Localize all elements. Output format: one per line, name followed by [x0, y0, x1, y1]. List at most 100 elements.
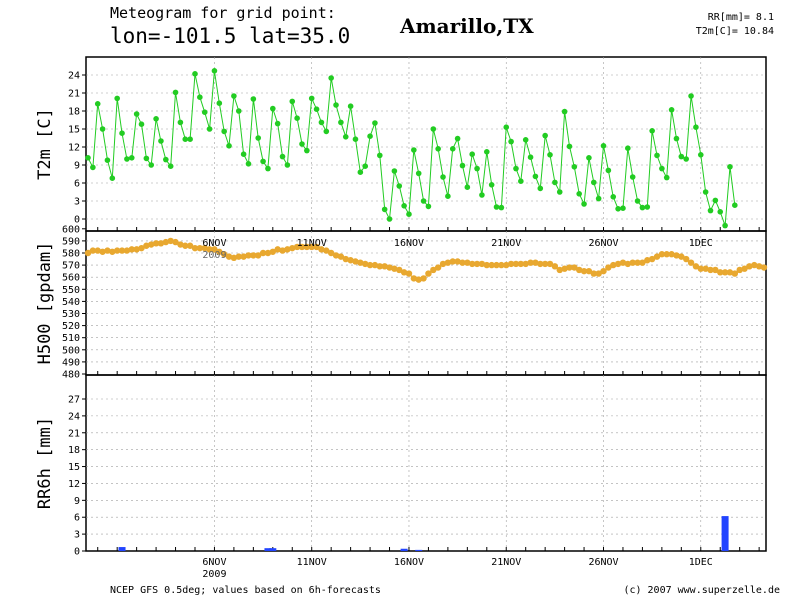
- y-tick-label: 510: [62, 333, 80, 344]
- h500-point: [702, 265, 709, 272]
- t2m-point: [722, 222, 728, 229]
- t2m-point: [158, 138, 164, 144]
- h500-point: [614, 260, 622, 268]
- t2m-point: [727, 164, 733, 170]
- t2m-point: [707, 207, 714, 214]
- h500-point: [600, 267, 607, 275]
- t2m-point: [610, 194, 617, 200]
- t2m-point: [537, 185, 544, 192]
- t2m-point: [697, 152, 704, 158]
- h500-point: [682, 255, 690, 263]
- t2m-point: [255, 135, 262, 141]
- h500-point: [293, 243, 301, 251]
- t2m-point: [352, 136, 359, 142]
- y-tick-label: 0: [74, 215, 80, 226]
- t2m-point: [289, 98, 296, 105]
- y-tick-label: 21: [68, 89, 80, 100]
- h500-point: [405, 270, 413, 277]
- t2m-point: [445, 193, 451, 199]
- h500-point: [624, 260, 632, 268]
- h500-point: [595, 270, 602, 277]
- t2m-point: [333, 102, 339, 108]
- t2m-point: [313, 106, 320, 112]
- h500-point: [289, 244, 296, 252]
- stat-t2m: T2m[C]= 10.84: [695, 26, 774, 37]
- t2m-point: [304, 147, 310, 154]
- h500-point: [386, 264, 393, 271]
- h500-point: [751, 261, 758, 269]
- y-tick-label: 9: [74, 496, 80, 507]
- t2m-point: [216, 100, 223, 106]
- h500-point: [148, 241, 155, 248]
- h500-point: [760, 264, 768, 271]
- y-axis-label: T2m [C]: [35, 108, 55, 180]
- h500-point: [318, 246, 325, 253]
- t2m-point: [527, 154, 534, 160]
- h500-point: [503, 261, 510, 269]
- title-line2: lon=-101.5 lat=35.0: [110, 24, 351, 48]
- h500-point: [566, 264, 573, 271]
- t2m-point: [425, 203, 432, 210]
- stat-rr: RR[mm]= 8.1: [707, 12, 774, 23]
- t2m-point: [483, 149, 490, 155]
- t2m-point: [683, 156, 689, 162]
- t2m-point: [338, 119, 344, 126]
- y-tick-label: 15: [68, 462, 80, 473]
- t2m-point: [221, 128, 227, 135]
- h500-point: [430, 266, 437, 274]
- h500-point: [556, 266, 563, 274]
- h500-point: [439, 260, 447, 268]
- h500-point: [610, 261, 617, 269]
- h500-point: [527, 259, 534, 266]
- h500-point: [400, 269, 408, 276]
- y-tick-label: 21: [68, 428, 80, 439]
- t2m-point: [167, 163, 174, 169]
- t2m-point: [206, 126, 213, 132]
- h500-point: [644, 257, 651, 264]
- t2m-point: [231, 93, 237, 99]
- t2m-point: [94, 101, 101, 107]
- h500-point: [347, 257, 354, 264]
- t2m-point: [362, 163, 369, 169]
- y-tick-label: 9: [74, 161, 80, 172]
- t2m-point: [600, 143, 607, 149]
- h500-point: [532, 259, 539, 266]
- x-tick-label: 11NOV: [297, 238, 327, 249]
- t2m-point: [347, 103, 354, 109]
- t2m-point: [124, 156, 130, 162]
- h500-point: [357, 259, 364, 266]
- h500-point: [337, 253, 345, 260]
- y-tick-label: 590: [62, 236, 80, 247]
- h500-point: [362, 260, 369, 268]
- x-tick-label: 21NOV: [491, 557, 521, 568]
- t2m-point: [163, 156, 169, 163]
- t2m-point: [211, 68, 218, 74]
- h500-point: [410, 275, 418, 282]
- h500-point: [697, 265, 704, 272]
- h500-point: [152, 240, 160, 247]
- t2m-point: [620, 205, 626, 211]
- h500-point: [371, 261, 379, 269]
- t2m-point: [595, 195, 602, 202]
- t2m-point: [226, 143, 232, 149]
- h500-point: [313, 243, 320, 251]
- t2m-point: [556, 189, 563, 195]
- x-tick-label: 26NOV: [588, 557, 618, 568]
- h500-point: [157, 240, 165, 247]
- h500-point: [648, 255, 656, 263]
- h500-point: [755, 263, 763, 270]
- t2m-point: [469, 151, 476, 157]
- t2m-point: [201, 109, 208, 115]
- t2m-point: [542, 132, 548, 139]
- h500-point: [128, 246, 135, 253]
- h500-point: [133, 246, 140, 253]
- h500-point: [478, 260, 486, 268]
- t2m-point: [381, 206, 388, 213]
- h500-point: [449, 258, 456, 265]
- h500-point: [746, 263, 753, 270]
- rr6h-bar: [264, 548, 272, 551]
- y-tick-label: 3: [74, 197, 80, 208]
- t2m-point: [245, 161, 252, 167]
- h500-point: [84, 249, 92, 257]
- h500-point: [721, 269, 729, 276]
